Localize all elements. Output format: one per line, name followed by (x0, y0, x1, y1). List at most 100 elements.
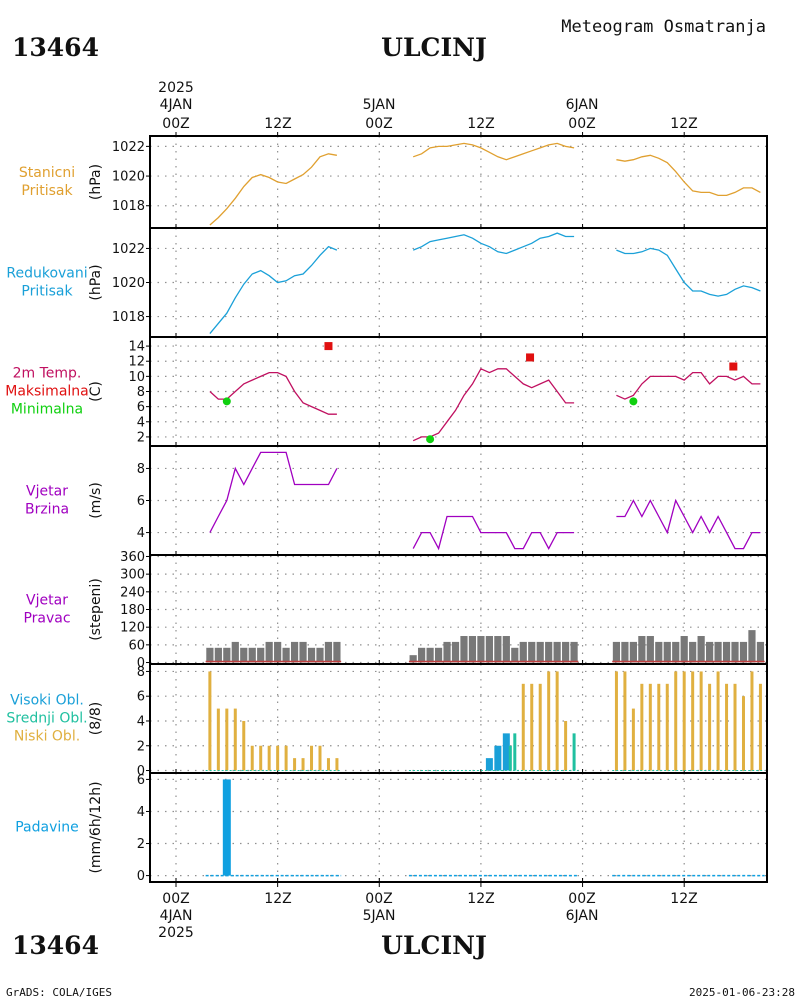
panel-station_pressure: 1018 1020 1022 Stanicni Pritisak (hPa) (19, 135, 768, 229)
tmax-marker-0 (324, 342, 333, 351)
cloud-low-bar (716, 671, 720, 771)
series-line-reduced_pressure-2 (616, 247, 761, 297)
ytick-label-wind_speed: 6 (137, 494, 145, 509)
ytick-label-clouds: 4 (137, 714, 145, 729)
top-axis-date-4: 6JAN (566, 97, 599, 113)
product-title: Meteogram Osmatranja (561, 17, 766, 37)
cloud-high-bar (494, 745, 502, 771)
cloud-low-bar (284, 745, 288, 771)
wind-dir-bar (248, 647, 256, 663)
wind-dir-bar (689, 641, 697, 663)
wind-dir-bar (756, 641, 765, 663)
panel-reduced_pressure: 1018 1020 1022 Redukovani Pritisak (hPa) (6, 227, 768, 338)
ytick-label-wind_direction: 60 (128, 638, 145, 653)
wind-dir-bar (477, 636, 485, 663)
bottom-axis-label-4: 00Z (568, 891, 595, 907)
cloud-low-bar (741, 696, 745, 771)
wind-dir-bar (511, 647, 519, 663)
wind-dir-bar (333, 641, 341, 663)
wind-dir-bar (443, 641, 451, 663)
wind-dir-bar (570, 641, 578, 663)
tmax-marker-1 (526, 353, 535, 362)
ytick-label-clouds: 8 (137, 665, 145, 680)
top-axis-date-0: 4JAN (160, 97, 193, 113)
wind-dir-bar (562, 641, 570, 663)
cloud-low-bar (530, 683, 534, 771)
panel-label-wind_direction: Pravac (23, 611, 70, 627)
ytick-label-precipitation: 2 (137, 837, 145, 852)
panel-label-wind_direction: Vjetar (26, 593, 68, 609)
wind-dir-bar (655, 641, 663, 663)
wind-dir-bar (223, 647, 231, 663)
series-line-reduced_pressure-0 (209, 245, 338, 335)
series-line-station_pressure-1 (412, 142, 575, 161)
panel-label-precipitation: Padavine (15, 820, 79, 836)
series-line-temperature-0 (209, 371, 337, 415)
y-axis-label-wind_direction: (stepeni) (88, 578, 104, 641)
ytick-label-precipitation: 6 (137, 773, 145, 788)
ytick-label-reduced_pressure: 1020 (112, 276, 145, 291)
cloud-low-bar (564, 720, 568, 771)
top-axis-label-5: 12Z (670, 116, 697, 132)
ytick-label-temperature: 12 (128, 355, 145, 370)
y-axis-label-temperature: (C) (88, 381, 104, 402)
ytick-label-station_pressure: 1018 (112, 199, 145, 214)
cloud-mid-bar (513, 733, 517, 771)
cloud-low-bar (682, 671, 686, 771)
panel-label-temperature: Minimalna (11, 402, 83, 418)
wind-dir-bar (519, 641, 527, 663)
wind-dir-bar (680, 636, 688, 663)
cloud-low-bar (640, 683, 644, 771)
wind-dir-bar (528, 641, 536, 663)
precip-bar (222, 779, 231, 876)
top-time-axis: 2025 4JAN 00Z 12Z 5JAN 00Z 12Z 6JAN 00Z … (158, 80, 698, 132)
cloud-low-bar (293, 758, 297, 771)
top-axis-label-0: 00Z (162, 116, 189, 132)
ytick-label-temperature: 4 (137, 415, 145, 430)
ytick-label-clouds: 0 (137, 764, 145, 779)
ytick-label-wind_direction: 360 (120, 550, 145, 565)
ytick-label-reduced_pressure: 1022 (112, 242, 145, 257)
wind-dir-bar (629, 641, 637, 663)
ytick-label-precipitation: 4 (137, 805, 145, 820)
wind-dir-bar (257, 647, 265, 663)
ytick-label-station_pressure: 1020 (112, 170, 145, 185)
ytick-label-temperature: 10 (128, 370, 145, 385)
series-line-reduced_pressure-1 (412, 232, 575, 255)
station-name-top: ULCINJ (381, 33, 487, 62)
ytick-label-temperature: 8 (137, 385, 145, 400)
wind-dir-bar (612, 641, 621, 663)
panel-label-wind_speed: Vjetar (26, 484, 68, 500)
ytick-label-wind_direction: 300 (120, 568, 145, 583)
panel-precipitation: 0 2 4 6 Padavine (mm/6h/12h) (15, 772, 768, 884)
wind-dir-bar (697, 636, 705, 663)
cloud-low-bar (335, 758, 339, 771)
series-line-wind_speed-1 (412, 515, 575, 551)
cloud-low-bar (733, 683, 737, 771)
cloud-low-bar (758, 683, 762, 771)
ytick-label-precipitation: 0 (137, 869, 145, 884)
series-line-temperature-1 (412, 367, 575, 442)
bottom-axis-label-1: 12Z (264, 891, 291, 907)
station-id-top: 13464 (12, 33, 99, 62)
wind-dir-bar (460, 636, 468, 663)
wind-dir-bar (206, 647, 214, 663)
y-axis-label-clouds: (8/8) (88, 702, 104, 735)
wind-dir-bar (240, 647, 248, 663)
cloud-low-bar (267, 745, 271, 771)
panel-label-clouds: Srednji Obl. (6, 711, 87, 727)
ytick-label-wind_direction: 120 (120, 621, 145, 636)
cloud-mid-bar (572, 733, 576, 771)
cloud-low-bar (725, 683, 729, 771)
cloud-low-bar (250, 745, 254, 771)
top-axis-date-2: 5JAN (363, 97, 396, 113)
wind-dir-bar (316, 647, 324, 663)
station-name-bottom: ULCINJ (381, 931, 487, 960)
wind-dir-bar (290, 641, 299, 663)
panel-label-clouds: Visoki Obl. (10, 693, 84, 709)
ytick-label-wind_speed: 4 (137, 526, 145, 541)
panel-label-reduced_pressure: Pritisak (21, 284, 73, 300)
wind-dir-bar (409, 655, 417, 663)
cloud-low-bar (708, 683, 712, 771)
bottom-axis-date-4: 6JAN (566, 908, 599, 924)
